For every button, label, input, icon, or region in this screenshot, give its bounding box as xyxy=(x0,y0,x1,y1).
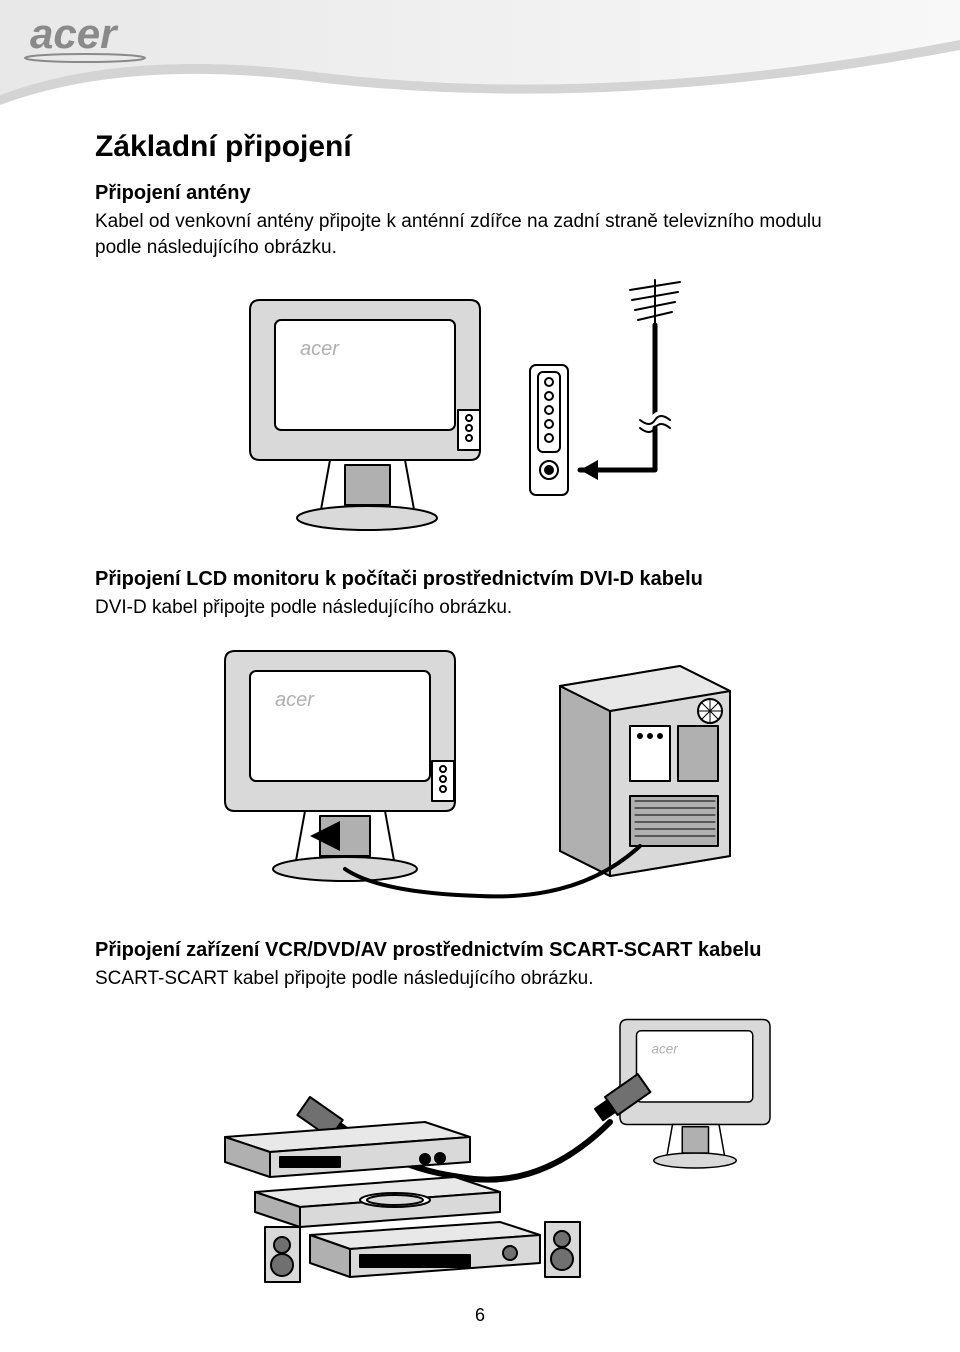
figure-scart: acer xyxy=(160,1002,800,1292)
page-number: 6 xyxy=(0,1305,960,1326)
figure-antenna: acer xyxy=(220,270,740,540)
page-content: Základní připojení Připojení antény Kabe… xyxy=(0,0,960,1292)
page-title: Základní připojení xyxy=(95,130,865,164)
section-desc-scart: SCART-SCART kabel připojte podle následu… xyxy=(95,966,865,992)
svg-text:acer: acer xyxy=(300,338,340,360)
figure-dvid: acer xyxy=(180,631,780,911)
section-heading-antenna: Připojení antény xyxy=(95,182,865,205)
svg-text:acer: acer xyxy=(275,689,315,711)
svg-text:acer: acer xyxy=(652,1041,679,1056)
section-desc-antenna: Kabel od venkovní antény připojte k anté… xyxy=(95,209,865,260)
section-heading-scart: Připojení zařízení VCR/DVD/AV prostředni… xyxy=(95,939,865,962)
section-heading-dvid: Připojení LCD monitoru k počítači prostř… xyxy=(95,568,865,591)
section-desc-dvid: DVI-D kabel připojte podle následujícího… xyxy=(95,595,865,621)
